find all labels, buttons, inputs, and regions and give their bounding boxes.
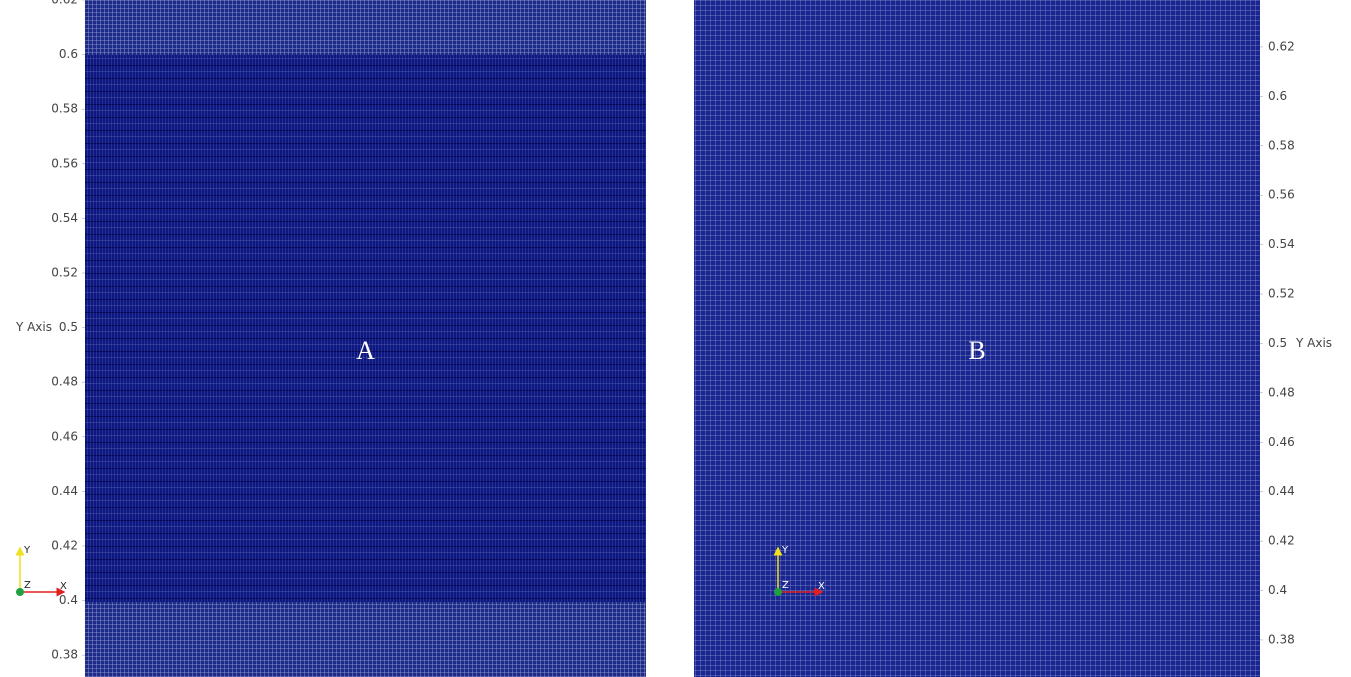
y-tick-label: 0.58 bbox=[51, 102, 78, 116]
y-tick-label: 0.46 bbox=[51, 429, 78, 443]
panel-label: B bbox=[968, 336, 985, 365]
y-tick-label: 0.52 bbox=[1268, 287, 1295, 301]
y-tick-label: 0.5 bbox=[59, 320, 78, 334]
y-tick-label: 0.52 bbox=[51, 265, 78, 279]
y-tick-label: 0.38 bbox=[51, 648, 78, 662]
y-tick-label: 0.56 bbox=[51, 156, 78, 170]
y-tick-label: 0.38 bbox=[1268, 632, 1295, 646]
y-tick-label: 0.62 bbox=[1268, 39, 1295, 53]
y-tick-label: 0.4 bbox=[1268, 583, 1287, 597]
axis-title: Y Axis bbox=[1295, 336, 1332, 350]
axis-title: Y Axis bbox=[15, 320, 52, 334]
panel-b bbox=[694, 0, 1260, 677]
mesh bbox=[694, 0, 1260, 677]
y-tick-label: 0.4 bbox=[59, 593, 78, 607]
triad-z bbox=[16, 588, 24, 596]
triad-z bbox=[774, 588, 782, 596]
mesh-refined bbox=[85, 55, 646, 602]
y-tick-label: 0.54 bbox=[1268, 237, 1295, 251]
y-tick-label: 0.5 bbox=[1268, 336, 1287, 350]
y-tick-label: 0.62 bbox=[51, 0, 78, 7]
y-tick-label: 0.48 bbox=[1268, 385, 1295, 399]
triad-x-label: X bbox=[818, 581, 825, 592]
triad-y-label: Y bbox=[781, 545, 789, 556]
y-tick-label: 0.56 bbox=[1268, 188, 1295, 202]
y-tick-label: 0.54 bbox=[51, 211, 78, 225]
y-tick-label: 0.6 bbox=[1268, 89, 1287, 103]
triad-y-label: Y bbox=[23, 545, 31, 556]
y-tick-label: 0.44 bbox=[51, 484, 78, 498]
y-tick-label: 0.46 bbox=[1268, 435, 1295, 449]
y-tick-label: 0.58 bbox=[1268, 138, 1295, 152]
y-tick-label: 0.42 bbox=[51, 538, 78, 552]
y-tick-label: 0.44 bbox=[1268, 484, 1295, 498]
panel-a bbox=[85, 0, 646, 677]
triad-z-label: Z bbox=[782, 580, 789, 591]
y-tick-label: 0.42 bbox=[1268, 534, 1295, 548]
y-tick-label: 0.48 bbox=[51, 375, 78, 389]
panel-label: A bbox=[356, 336, 375, 365]
triad-x-label: X bbox=[60, 581, 67, 592]
y-tick-label: 0.6 bbox=[59, 47, 78, 61]
triad-z-label: Z bbox=[24, 580, 31, 591]
